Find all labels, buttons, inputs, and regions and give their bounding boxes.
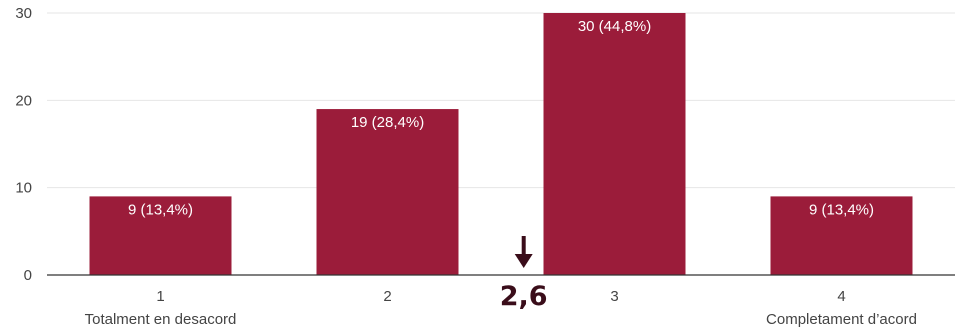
x-category-sublabel: Completament d’acord [766, 311, 917, 328]
mean-value-label: 2,6 [500, 281, 548, 312]
data-label: 19 (28,4%) [351, 114, 424, 131]
x-tick-label: 4 [837, 288, 845, 305]
x-tick-label: 1 [156, 288, 164, 305]
bars: 9 (13,4%) 19 (28,4%) 30 (44,8%) 9 (13,4%) [89, 13, 913, 275]
y-axis-ticks: 0 10 20 30 [15, 5, 32, 284]
x-category-sublabel: Totalment en desacord [85, 311, 237, 328]
data-label: 9 (13,4%) [809, 201, 874, 218]
y-tick-label: 30 [15, 5, 32, 22]
x-tick-label: 2 [383, 288, 391, 305]
bar [543, 13, 686, 275]
y-tick-label: 20 [15, 92, 32, 109]
x-axis-labels: 1 Totalment en desacord 2 3 4 Completament d’… [85, 288, 917, 328]
y-tick-label: 0 [24, 267, 32, 284]
mean-arrow-head [514, 254, 533, 268]
data-label: 30 (44,8%) [578, 18, 651, 35]
gridlines [47, 12, 955, 189]
y-tick-label: 10 [15, 180, 32, 197]
data-label: 9 (13,4%) [128, 201, 193, 218]
mean-annotation: 2,6 [500, 236, 548, 312]
bar [89, 196, 232, 275]
bar [770, 196, 913, 275]
x-tick-label: 3 [610, 288, 618, 305]
bar [316, 109, 459, 275]
